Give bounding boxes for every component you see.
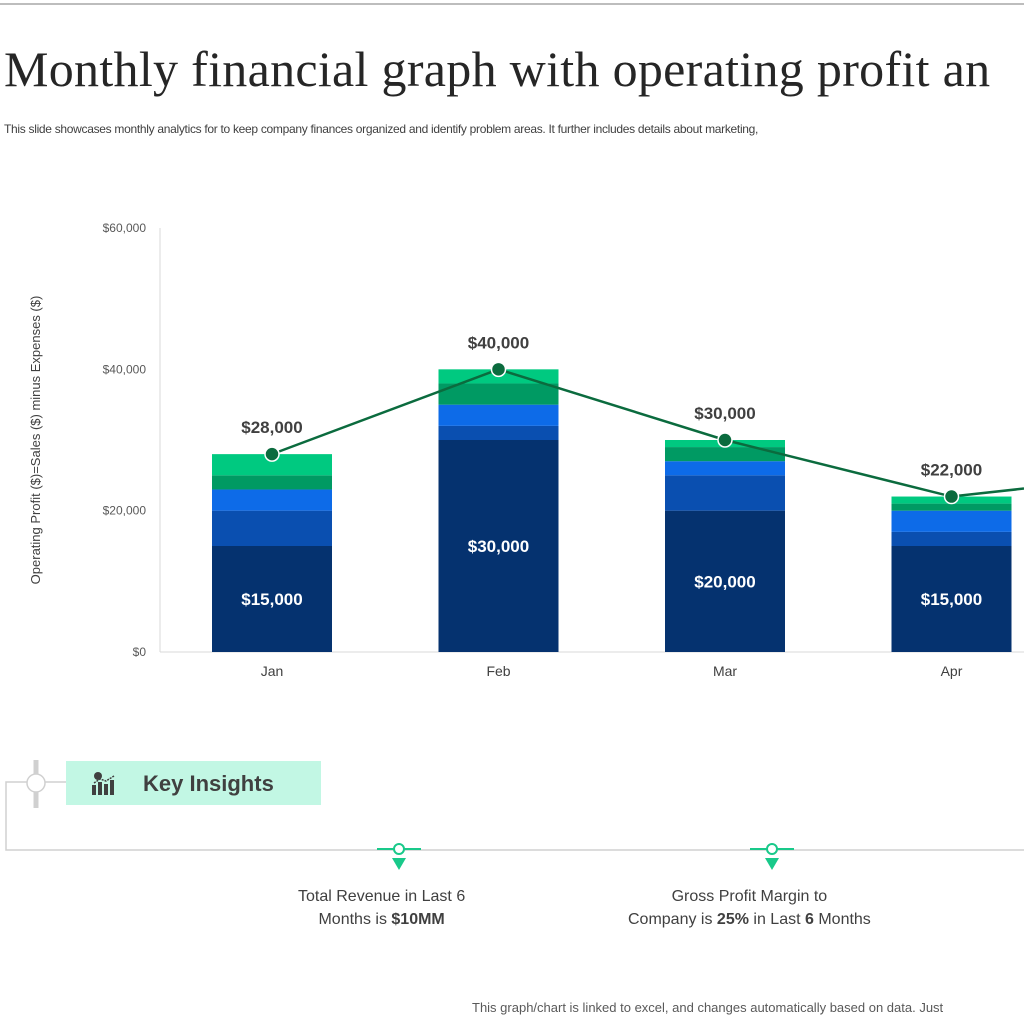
bar-segment (665, 447, 785, 462)
y-axis-label: Operating Profit ($)=Sales ($) minus Exp… (28, 296, 43, 585)
insight-line: Company is 25% in Last 6 Months (628, 908, 871, 931)
line-point (943, 488, 960, 505)
insight-text: Months (813, 911, 871, 928)
insights-connector (5, 760, 1024, 851)
bar-segment (438, 425, 559, 440)
insight-text: Months is (318, 911, 392, 928)
bar-segment (212, 546, 332, 652)
x-tick-label: Feb (486, 663, 510, 679)
bar-segment (438, 383, 559, 405)
bar-segment (665, 461, 785, 476)
line-point (717, 432, 733, 448)
bar-segment (665, 510, 785, 652)
x-tick-label: Jan (261, 663, 284, 679)
line-value-label: $28,000 (241, 418, 302, 437)
line-value-label: $40,000 (468, 333, 529, 352)
bar-segment (665, 475, 785, 511)
bar-chart-icon (92, 772, 115, 795)
key-insights-heading: Key Insights (143, 771, 274, 796)
bar-segment (891, 510, 1012, 532)
x-tick-label: Apr (941, 663, 963, 679)
line-value-label: $22,000 (921, 461, 982, 480)
insight-total-revenue: Total Revenue in Last 6 Months is $10MM (298, 885, 465, 931)
insight-line: Gross Profit Margin to (671, 888, 828, 905)
bar-segment (891, 546, 1012, 652)
insight-gross-profit: Gross Profit Margin to Company is 25% in… (628, 885, 871, 931)
insight-value: 6 (804, 911, 814, 928)
y-tick-label: $60,000 (103, 221, 147, 235)
bar-segment (212, 454, 332, 476)
bar-segment (891, 531, 1012, 546)
insight-value: $10MM (391, 911, 445, 928)
insight-text: in Last (748, 911, 805, 928)
bar-segment (212, 475, 332, 490)
bar-segment (891, 503, 1012, 511)
bar-segment (438, 404, 559, 426)
key-insights-header: Key Insights (66, 761, 321, 805)
y-tick-label: $20,000 (103, 504, 147, 518)
insight-marker-2 (750, 843, 794, 870)
insight-text: Company is (628, 911, 717, 928)
bar-value-label: $15,000 (921, 590, 982, 609)
y-tick-label: $0 (133, 645, 147, 659)
insight-value: 25% (716, 911, 749, 928)
bar-segment (212, 489, 332, 511)
operating-profit-line (271, 368, 1024, 498)
bar-value-label: $15,000 (241, 590, 302, 609)
footnote: This graph/chart is linked to excel, and… (472, 1000, 944, 1015)
bar-segment (438, 440, 559, 652)
line-point (490, 361, 507, 378)
insight-line: Total Revenue in Last 6 (298, 888, 466, 905)
slide-title: Monthly financial graph with operating p… (4, 41, 991, 97)
slide-subtitle: This slide showcases monthly analytics f… (4, 122, 759, 136)
insight-marker-1 (377, 843, 421, 870)
insight-line: Months is $10MM (298, 908, 465, 931)
bar-segment (212, 510, 332, 546)
y-tick-label: $40,000 (103, 362, 147, 376)
bar-value-label: $30,000 (468, 537, 529, 556)
line-value-label: $30,000 (694, 404, 755, 423)
line-point (264, 446, 280, 462)
top-border (0, 3, 1024, 5)
bar-value-label: $20,000 (694, 572, 755, 591)
x-tick-label: Mar (713, 663, 737, 679)
